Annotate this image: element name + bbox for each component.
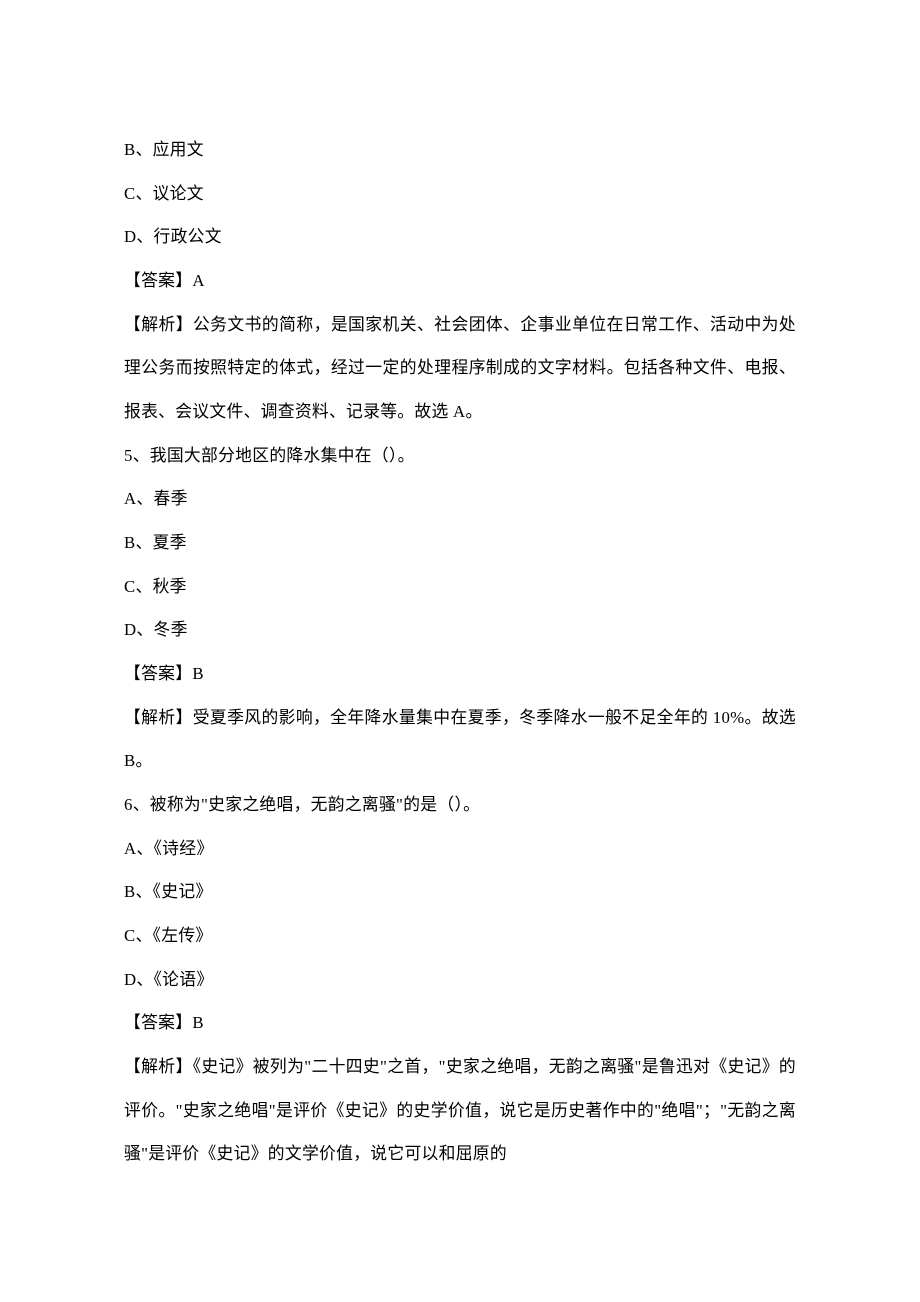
q6-option-d: D、《论语》 xyxy=(124,958,796,1002)
q4-option-c: C、议论文 xyxy=(124,172,796,216)
q6-option-c: C、《左传》 xyxy=(124,914,796,958)
q6-stem: 6、被称为"史家之绝唱，无韵之离骚"的是（）。 xyxy=(124,783,796,827)
document-page: B、应用文 C、议论文 D、行政公文 【答案】A 【解析】公务文书的简称，是国家… xyxy=(0,0,920,1302)
q5-analysis: 【解析】受夏季风的影响，全年降水量集中在夏季，冬季降水一般不足全年的 10%。故… xyxy=(124,696,796,783)
q5-option-a: A、春季 xyxy=(124,477,796,521)
q4-analysis: 【解析】公务文书的简称，是国家机关、社会团体、企事业单位在日常工作、活动中为处理… xyxy=(124,303,796,434)
q5-stem: 5、我国大部分地区的降水集中在（）。 xyxy=(124,434,796,478)
q5-option-d: D、冬季 xyxy=(124,608,796,652)
q6-answer: 【答案】B xyxy=(124,1001,796,1045)
q5-answer: 【答案】B xyxy=(124,652,796,696)
q6-analysis: 【解析】《史记》被列为"二十四史"之首，"史家之绝唱，无韵之离骚"是鲁迅对《史记… xyxy=(124,1045,796,1176)
q4-answer: 【答案】A xyxy=(124,259,796,303)
q6-option-a: A、《诗经》 xyxy=(124,827,796,871)
q5-option-b: B、夏季 xyxy=(124,521,796,565)
q4-option-b: B、应用文 xyxy=(124,128,796,172)
q4-option-d: D、行政公文 xyxy=(124,215,796,259)
q5-option-c: C、秋季 xyxy=(124,565,796,609)
q6-option-b: B、《史记》 xyxy=(124,870,796,914)
